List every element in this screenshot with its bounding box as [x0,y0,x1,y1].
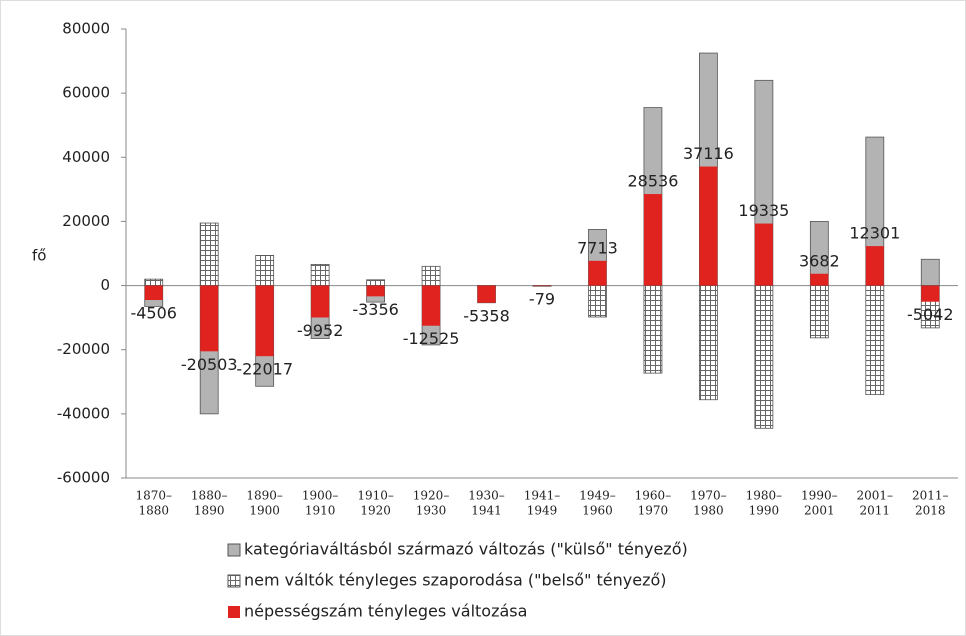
x-tick-label: 2001 [804,504,835,518]
bar [144,285,163,301]
x-tick-label: 1949– [579,489,616,503]
y-tick-label: 40000 [62,148,110,166]
bar [588,285,607,318]
value-label: -9952 [297,321,344,340]
x-tick-label: 1870– [135,489,172,503]
x-tick-label: 1880 [138,504,169,518]
x-tick-label: 1920– [413,489,450,503]
bar [199,222,219,286]
value-label: -5042 [907,305,954,324]
value-label: -5358 [463,306,510,325]
x-tick-label: 1970 [638,504,669,518]
bar [920,258,940,286]
x-tick-label: 1990 [749,504,780,518]
bar [200,285,219,352]
value-label: 3682 [799,251,840,270]
x-tick-label: 1949 [527,504,558,518]
bar [421,265,441,286]
bar [699,285,718,401]
x-tick-label: 1980 [693,504,724,518]
bar [810,273,829,286]
x-tick-label: 1930– [468,489,505,503]
bar [754,223,773,286]
value-label: -20503 [181,355,238,374]
x-tick-label: 1890– [246,489,283,503]
bar [643,285,663,374]
value-label: -4506 [130,304,177,323]
x-tick-label: 1910– [357,489,394,503]
legend-swatch [227,574,241,588]
x-tick-label: 1990– [801,489,838,503]
y-tick-label: 0 [100,276,110,294]
bar [754,285,774,429]
bar [588,260,607,286]
bar [422,285,441,326]
bar [865,285,885,396]
x-tick-label: 1941– [524,489,561,503]
bar [643,194,662,286]
x-tick-label: 1880– [191,489,228,503]
legend-swatch [227,543,241,557]
x-tick-label: 1930 [416,504,447,518]
x-tick-label: 2018 [915,504,946,518]
value-label: -3356 [352,300,399,319]
x-tick-label: 1910 [305,504,336,518]
bar [144,278,164,286]
bar [533,285,551,287]
x-tick-label: 1970– [690,489,727,503]
y-axis-label: fő [32,247,46,265]
legend-swatch [228,606,240,618]
value-label: 7713 [577,238,618,257]
value-label: 28536 [627,172,678,191]
bar [311,285,330,318]
bar [921,285,940,302]
x-tick-label: 1980– [746,489,783,503]
bar [809,285,829,339]
y-tick-label: -60000 [57,469,110,487]
bar [366,285,385,297]
x-tick-label: 1900– [302,489,339,503]
bar [699,166,718,286]
x-tick-label: 2011– [912,489,949,503]
legend-label: népességszám tényleges változása [244,602,527,621]
value-label: 37116 [683,144,734,163]
x-tick-label: 1960 [582,504,613,518]
bar [477,285,496,303]
x-tick-label: 1890 [194,504,225,518]
value-label: 19335 [738,201,789,220]
x-tick-label: 1941 [471,504,502,518]
bar [255,285,274,357]
y-tick-label: -40000 [57,404,110,422]
x-tick-label: 1960– [635,489,672,503]
value-label: -12525 [403,329,460,348]
bar [366,279,386,286]
y-tick-label: 20000 [62,212,110,230]
value-label: -22017 [236,360,293,379]
y-tick-label: 80000 [62,20,110,38]
x-tick-label: 2001– [857,489,894,503]
y-tick-label: -20000 [57,340,110,358]
value-label: -79 [529,289,555,308]
x-tick-label: 1900 [249,504,280,518]
bar [255,255,275,286]
legend-label: nem váltók tényleges szaporodása ("belső… [244,571,667,590]
x-tick-label: 2011 [860,504,891,518]
value-label: 12301 [849,224,900,243]
legend-label: kategóriaváltásból származó változás ("k… [244,540,688,559]
bar [865,246,884,286]
x-tick-label: 1920 [360,504,391,518]
y-tick-label: 60000 [62,84,110,102]
bar [310,264,330,286]
